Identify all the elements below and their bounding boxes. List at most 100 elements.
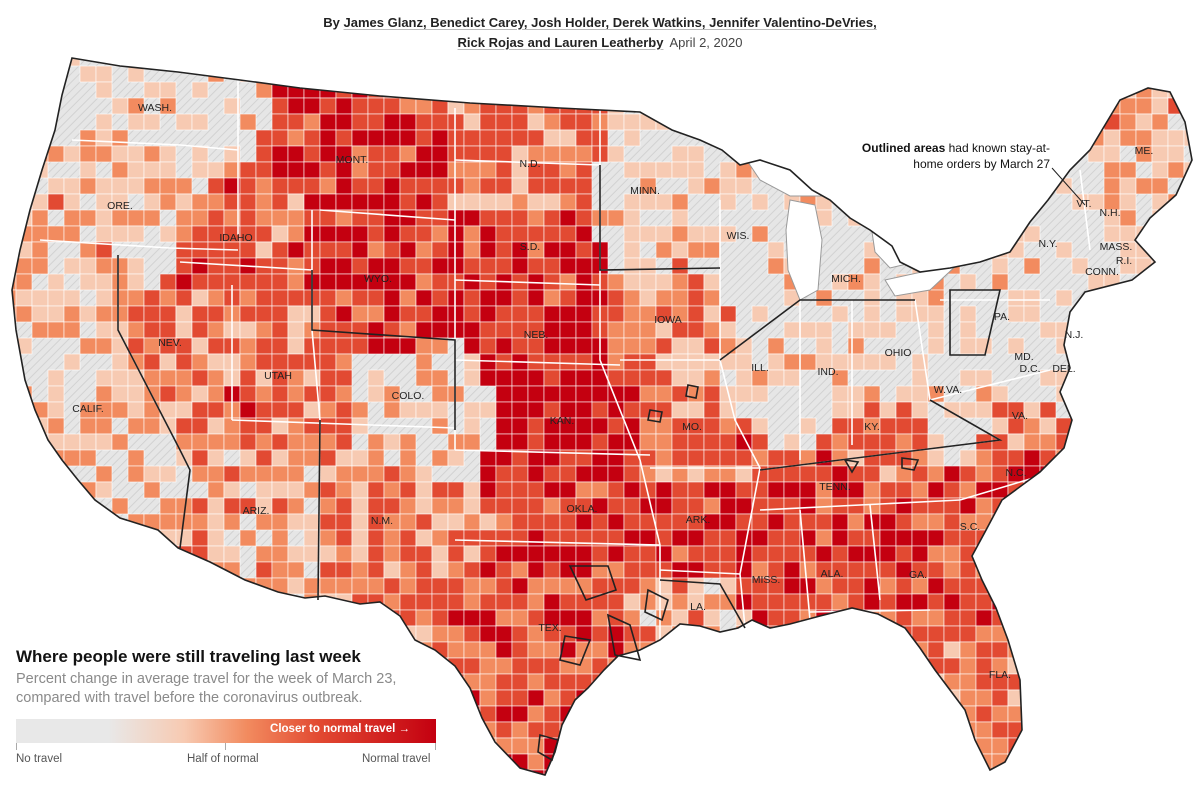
- byline-authors[interactable]: James Glanz, Benedict Carey, Josh Holder…: [343, 15, 877, 30]
- county-cell: [1055, 529, 1073, 547]
- county-cell: [1167, 737, 1185, 755]
- county-cell: [927, 177, 945, 195]
- county-cell: [591, 561, 609, 579]
- county-cell: [287, 577, 305, 595]
- state-label-utah: UTAH: [264, 370, 292, 382]
- county-cell: [623, 737, 641, 755]
- county-cell: [783, 657, 801, 675]
- county-cell: [447, 225, 465, 243]
- county-cell: [767, 129, 785, 147]
- county-cell: [447, 561, 465, 579]
- county-cell: [127, 417, 145, 435]
- state-label-ky: KY.: [864, 421, 880, 433]
- county-cell: [1183, 273, 1192, 291]
- county-cell: [12, 177, 17, 195]
- county-cell: [207, 353, 225, 371]
- county-cell: [527, 177, 545, 195]
- county-cell: [287, 257, 305, 275]
- county-cell: [1071, 58, 1089, 67]
- county-cell: [1119, 369, 1137, 387]
- county-cell: [383, 257, 401, 275]
- county-cell: [335, 321, 353, 339]
- county-cell: [1151, 193, 1169, 211]
- county-cell: [831, 545, 849, 563]
- county-cell: [495, 577, 513, 595]
- county-cell: [799, 497, 817, 515]
- county-cell: [1151, 113, 1169, 131]
- county-cell: [847, 58, 865, 67]
- county-cell: [783, 593, 801, 611]
- county-cell: [1087, 673, 1105, 691]
- county-cell: [527, 657, 545, 675]
- mississippi-river-border: [719, 200, 761, 629]
- county-cell: [927, 113, 945, 131]
- county-cell: [335, 193, 353, 211]
- county-cell: [287, 225, 305, 243]
- county-cell: [639, 369, 657, 387]
- county-cell: [1071, 513, 1089, 531]
- byline-authors-2[interactable]: Rick Rojas and Lauren Leatherby: [457, 35, 664, 50]
- county-cell: [1007, 177, 1025, 195]
- county-cell: [367, 385, 385, 403]
- county-cell: [303, 769, 321, 775]
- county-cell: [287, 465, 305, 483]
- county-cell: [719, 417, 737, 435]
- county-cell: [719, 433, 737, 451]
- county-cell: [751, 753, 769, 771]
- county-cell: [1119, 81, 1137, 99]
- county-cell: [1183, 561, 1192, 579]
- county-cell: [799, 705, 817, 723]
- county-cell: [175, 209, 193, 227]
- county-cell: [1023, 593, 1041, 611]
- county-cell: [1087, 513, 1105, 531]
- county-cell: [143, 113, 161, 131]
- county-cell: [207, 305, 225, 323]
- county-cell: [975, 721, 993, 739]
- county-cell: [927, 577, 945, 595]
- county-cell: [527, 257, 545, 275]
- county-cell: [1183, 721, 1192, 739]
- county-cell: [287, 305, 305, 323]
- county-cell: [79, 209, 97, 227]
- county-cell: [863, 529, 881, 547]
- county-cell: [239, 529, 257, 547]
- county-cell: [95, 257, 113, 275]
- county-cell: [799, 321, 817, 339]
- county-cell: [656, 786, 672, 792]
- county-cell: [831, 449, 849, 467]
- county-cell: [991, 257, 1009, 275]
- county-cell: [1071, 545, 1089, 563]
- county-cell: [255, 769, 273, 775]
- county-cell: [1023, 58, 1041, 67]
- legend-label-no-travel: No travel: [16, 753, 63, 765]
- county-cell: [175, 289, 193, 307]
- county-cell: [751, 417, 769, 435]
- county-cell: [815, 753, 833, 771]
- county-cell: [687, 449, 705, 467]
- county-cell: [1119, 193, 1137, 211]
- county-cell: [783, 369, 801, 387]
- county-cell: [543, 145, 561, 163]
- county-cell: [1103, 529, 1121, 547]
- county-cell: [719, 721, 737, 739]
- county-cell: [415, 401, 433, 419]
- county-cell: [639, 545, 657, 563]
- county-cell: [15, 81, 33, 99]
- county-cell: [207, 273, 225, 291]
- county-cell: [367, 145, 385, 163]
- county-cell: [0, 786, 16, 792]
- county-cell: [591, 641, 609, 659]
- county-cell: [415, 65, 433, 83]
- county-cell: [623, 753, 641, 771]
- county-cell: [1135, 673, 1153, 691]
- county-cell: [879, 513, 897, 531]
- county-cell: [319, 753, 337, 771]
- county-cell: [671, 161, 689, 179]
- county-cell: [143, 145, 161, 163]
- county-cell: [431, 673, 449, 691]
- county-cell: [111, 161, 129, 179]
- county-cell: [1056, 786, 1072, 792]
- county-cell: [399, 513, 417, 531]
- county-cell: [927, 513, 945, 531]
- county-cell: [991, 769, 1009, 775]
